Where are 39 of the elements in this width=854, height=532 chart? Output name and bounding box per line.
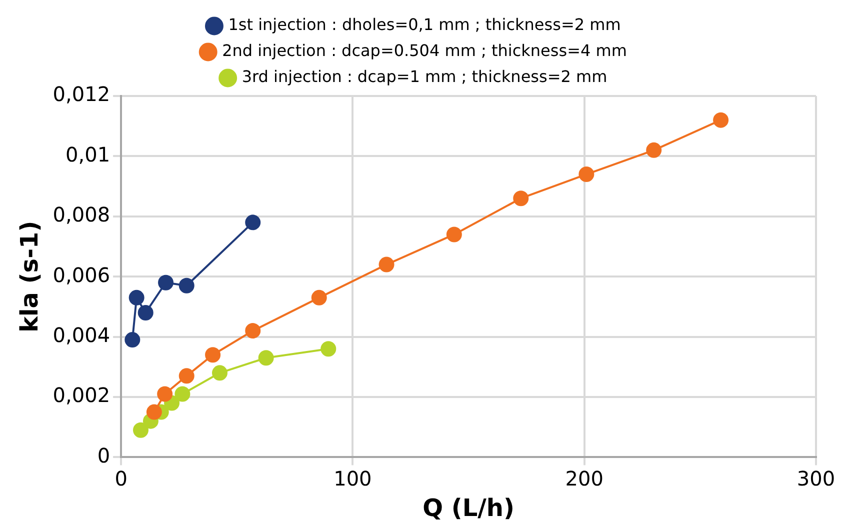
point bbox=[320, 341, 336, 357]
y-tick-label: 0 bbox=[97, 443, 110, 468]
point bbox=[132, 422, 148, 438]
point bbox=[174, 386, 190, 402]
point bbox=[713, 112, 729, 128]
point bbox=[513, 190, 529, 206]
y-tick-label: 0,012 bbox=[52, 82, 110, 106]
point bbox=[212, 365, 228, 381]
point bbox=[157, 386, 173, 402]
point bbox=[158, 274, 174, 290]
point bbox=[205, 347, 221, 363]
x-axis-title: Q (L/h) bbox=[422, 494, 514, 522]
point bbox=[178, 278, 194, 294]
point bbox=[646, 142, 662, 158]
y-tick-label: 0,004 bbox=[52, 323, 110, 348]
x-tick-label: 300 bbox=[796, 466, 836, 490]
point bbox=[138, 304, 154, 320]
y-axis-title: kla (s-1) bbox=[16, 220, 44, 332]
point bbox=[146, 404, 162, 420]
x-tick-label: 0 bbox=[114, 466, 128, 490]
point bbox=[245, 323, 261, 339]
y-tick-label: 0,006 bbox=[52, 262, 110, 287]
point bbox=[258, 350, 274, 366]
legend-label: 3rd injection : dcap=1 mm ; thickness=2 mm bbox=[242, 67, 608, 86]
x-tick-label: 100 bbox=[334, 466, 372, 490]
y-tick-label: 0,008 bbox=[52, 202, 110, 227]
y-tick-label: 0,002 bbox=[52, 383, 110, 408]
point bbox=[311, 290, 327, 306]
point bbox=[178, 368, 194, 384]
point bbox=[124, 332, 140, 348]
x-tick-label: 200 bbox=[565, 466, 604, 490]
point bbox=[378, 256, 394, 272]
legend-label: 2nd injection : dcap=0.504 mm ; thickness=4 mm bbox=[222, 41, 627, 60]
y-tick-label: 0,01 bbox=[66, 142, 110, 166]
point bbox=[128, 290, 144, 306]
legend-label: 1st injection : dholes=0,1 mm ; thickness=2 mm bbox=[228, 15, 621, 34]
point bbox=[446, 226, 462, 242]
point bbox=[578, 166, 594, 182]
point bbox=[245, 214, 261, 230]
